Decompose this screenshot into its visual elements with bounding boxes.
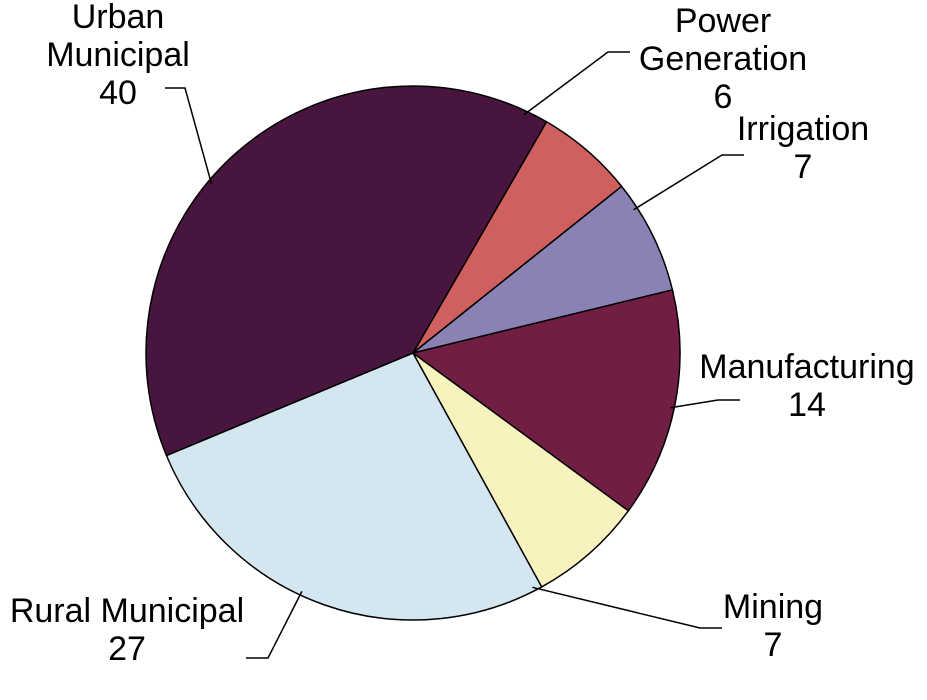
slice-label-manufacturing: Manufacturing 14	[699, 348, 914, 424]
slices-layer	[145, 85, 681, 621]
leader-line-urban-municipal	[165, 87, 213, 185]
leader-line-rural-municipal	[246, 591, 303, 659]
slice-name-line: Power	[675, 2, 771, 40]
slice-name-line: Generation	[639, 40, 807, 78]
slice-value: 7	[794, 148, 813, 186]
slice-value: 7	[764, 626, 783, 664]
leader-line-power-generation	[523, 51, 630, 116]
slice-name-line: Irrigation	[737, 110, 869, 148]
pie-slice-urban-municipal	[145, 85, 548, 457]
pie-slice-manufacturing	[411, 289, 681, 512]
slice-label-power-generation: Power Generation 6	[639, 2, 807, 116]
leader-line-irrigation	[633, 154, 744, 211]
slice-name-line: Municipal	[46, 36, 190, 74]
slice-name-line: Mining	[723, 588, 823, 626]
slice-name-line: Rural Municipal	[10, 592, 244, 630]
slice-name-line: Urban	[72, 0, 165, 36]
slice-label-rural-municipal: Rural Municipal 27	[10, 592, 244, 668]
slice-label-irrigation: Irrigation 7	[737, 110, 869, 186]
slice-name-line: Manufacturing	[699, 348, 914, 386]
pie-slice-irrigation	[412, 185, 674, 354]
leader-line-mining	[532, 586, 722, 629]
pie-slice-rural-municipal	[165, 352, 543, 621]
pie-slice-mining	[412, 352, 630, 588]
slice-value: 40	[99, 74, 137, 112]
slice-label-mining: Mining 7	[723, 588, 823, 664]
slice-value: 27	[108, 630, 146, 668]
slice-label-urban-municipal: Urban Municipal 40	[46, 0, 190, 112]
leader-lines-layer	[165, 51, 744, 659]
slice-value: 14	[788, 386, 826, 424]
leader-line-manufacturing	[670, 399, 740, 409]
slice-value: 6	[714, 78, 733, 116]
